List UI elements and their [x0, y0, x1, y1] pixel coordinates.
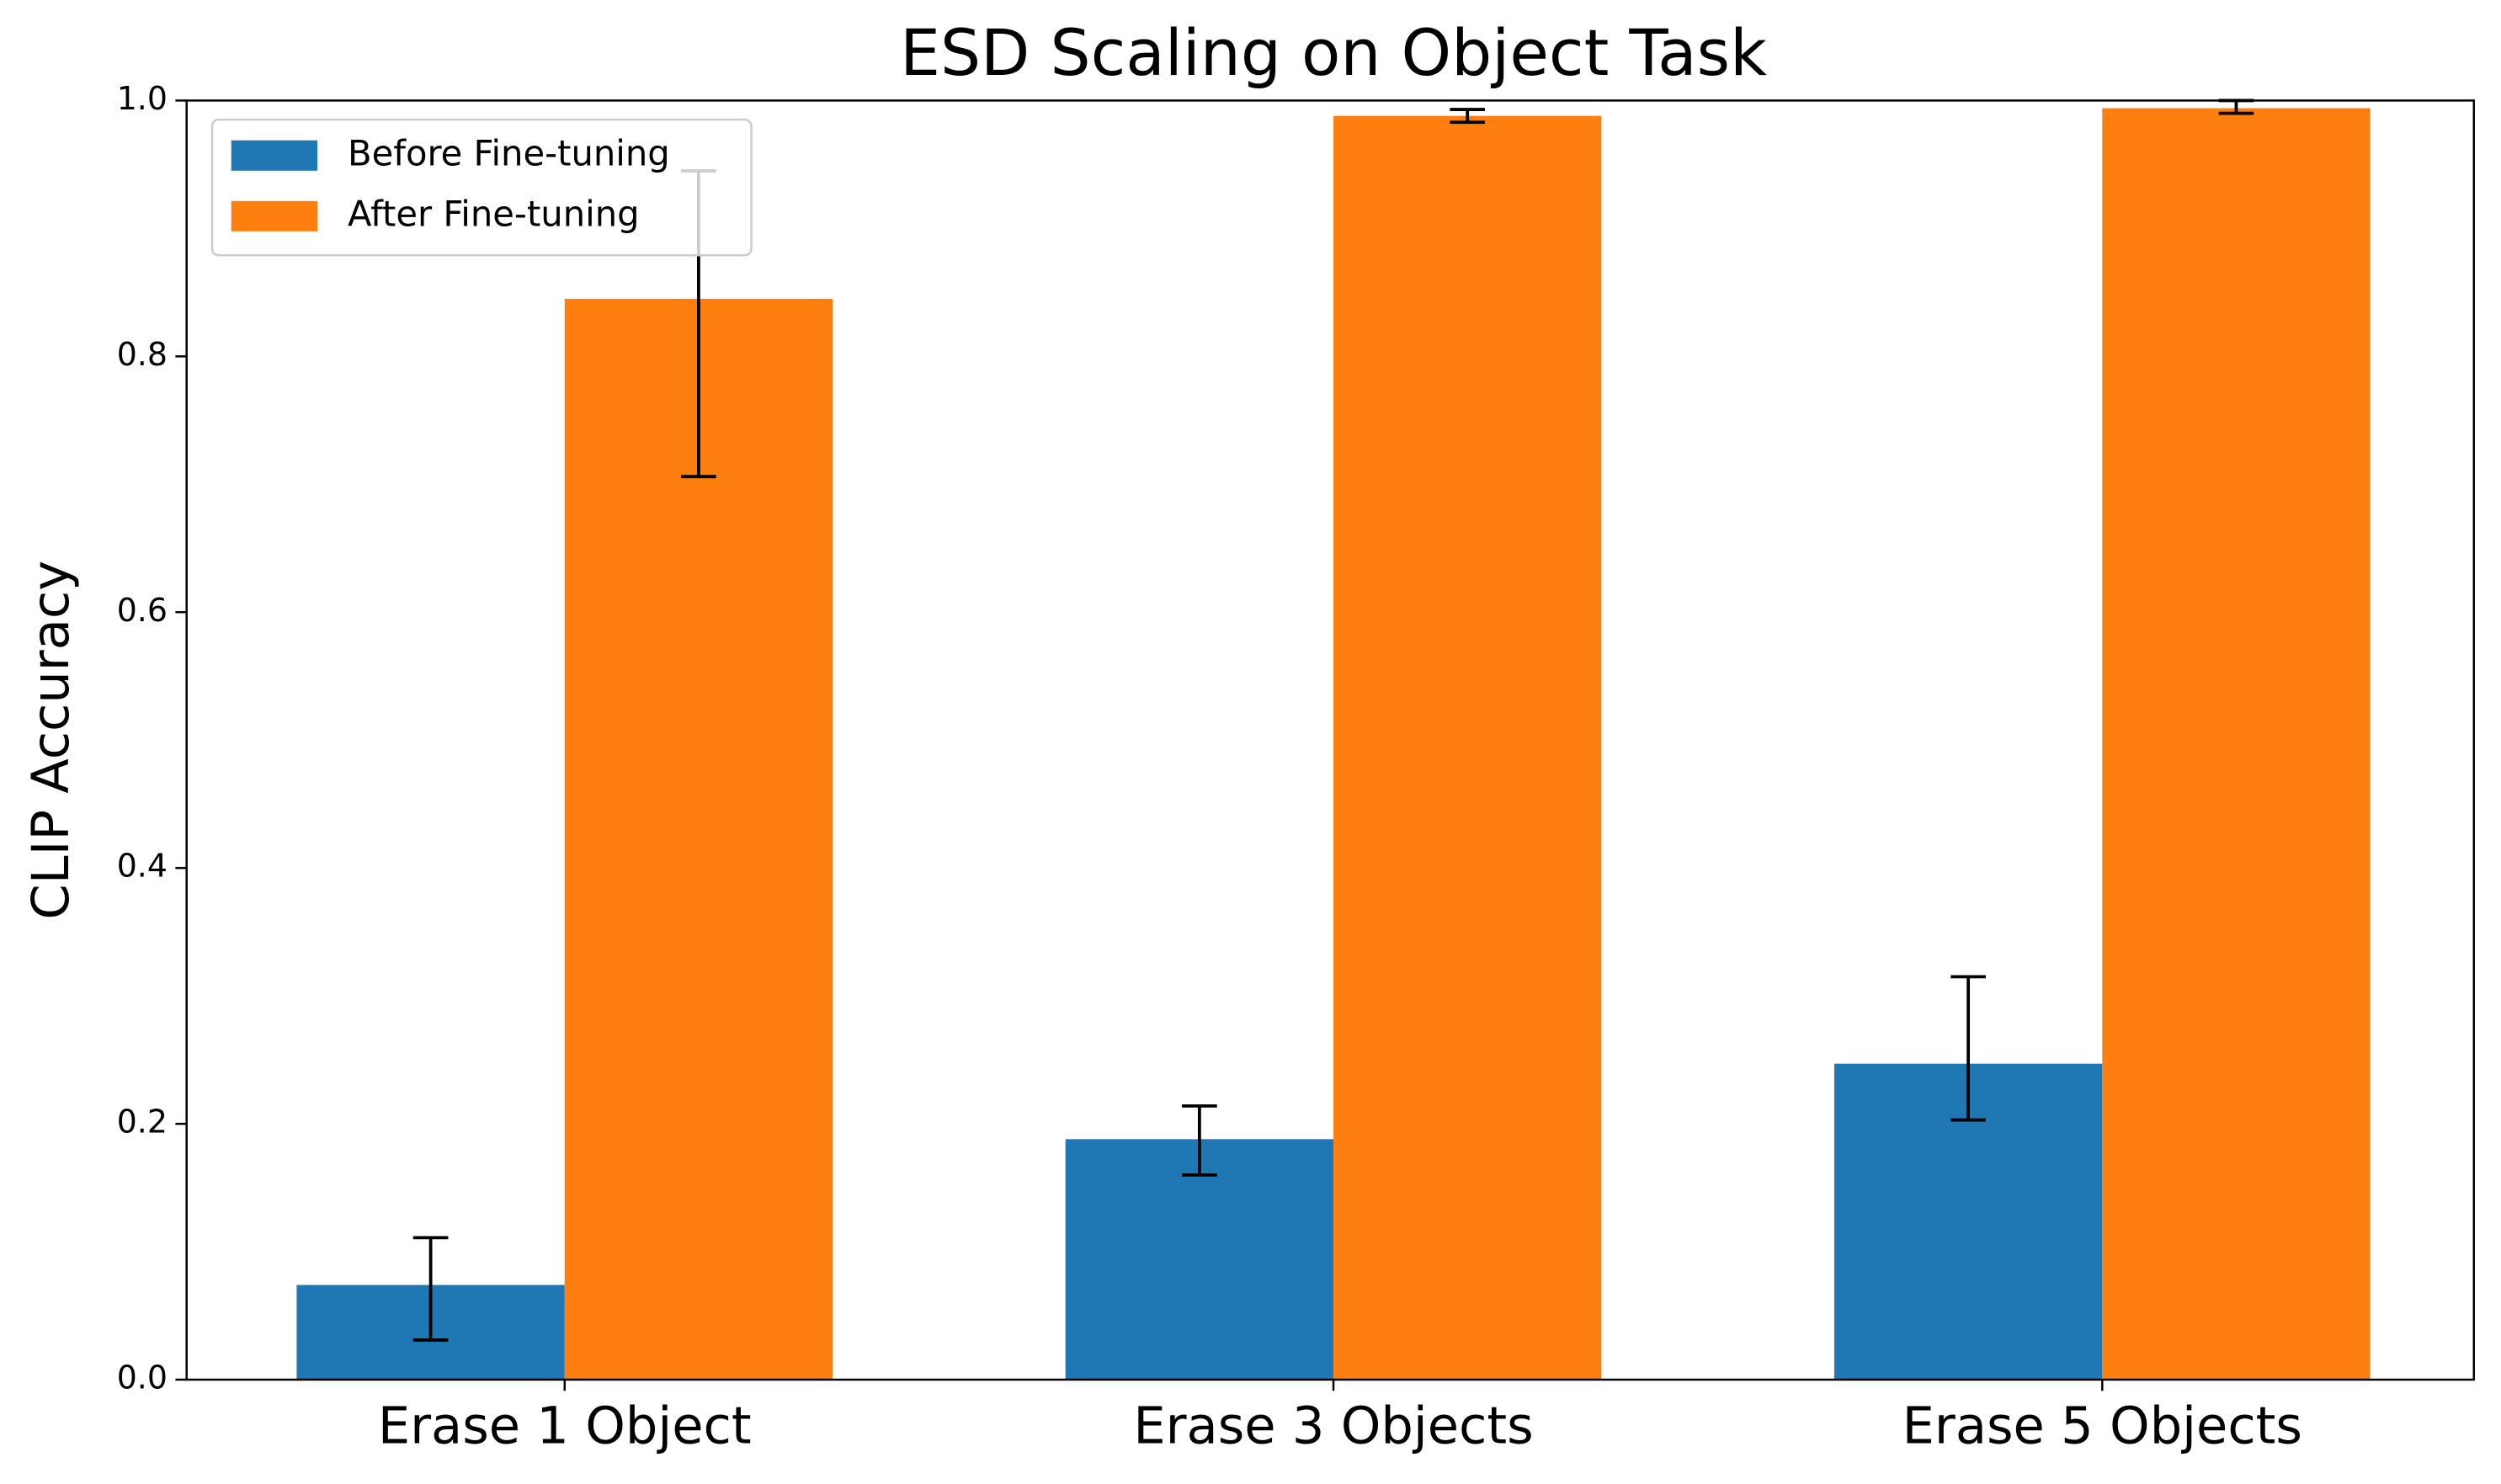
bar [2102, 108, 2371, 1380]
legend-swatch [231, 140, 318, 171]
legend-box [210, 118, 753, 257]
y-axis-label: CLIP Accuracy [22, 561, 81, 920]
legend-label: Before Fine-tuning [348, 133, 670, 174]
y-tick-label: 0.4 [117, 848, 168, 885]
y-tick-label: 0.2 [117, 1104, 168, 1141]
bar [564, 298, 833, 1380]
bar [1333, 115, 1602, 1380]
y-tick-label: 1.0 [117, 80, 168, 117]
x-tick-label: Erase 5 Objects [1902, 1396, 2302, 1455]
legend-swatch [231, 200, 318, 231]
axes-frame [185, 99, 2476, 1381]
x-tick-label: Erase 1 Object [378, 1396, 752, 1455]
x-tick-label: Erase 3 Objects [1133, 1396, 1533, 1455]
y-tick-label: 0.0 [117, 1359, 168, 1396]
chart-title: ESD Scaling on Object Task [900, 16, 1767, 90]
y-tick-label: 0.6 [117, 592, 168, 629]
legend-label: After Fine-tuning [348, 194, 640, 235]
y-tick-label: 0.8 [117, 336, 168, 373]
bar [1065, 1139, 1334, 1380]
